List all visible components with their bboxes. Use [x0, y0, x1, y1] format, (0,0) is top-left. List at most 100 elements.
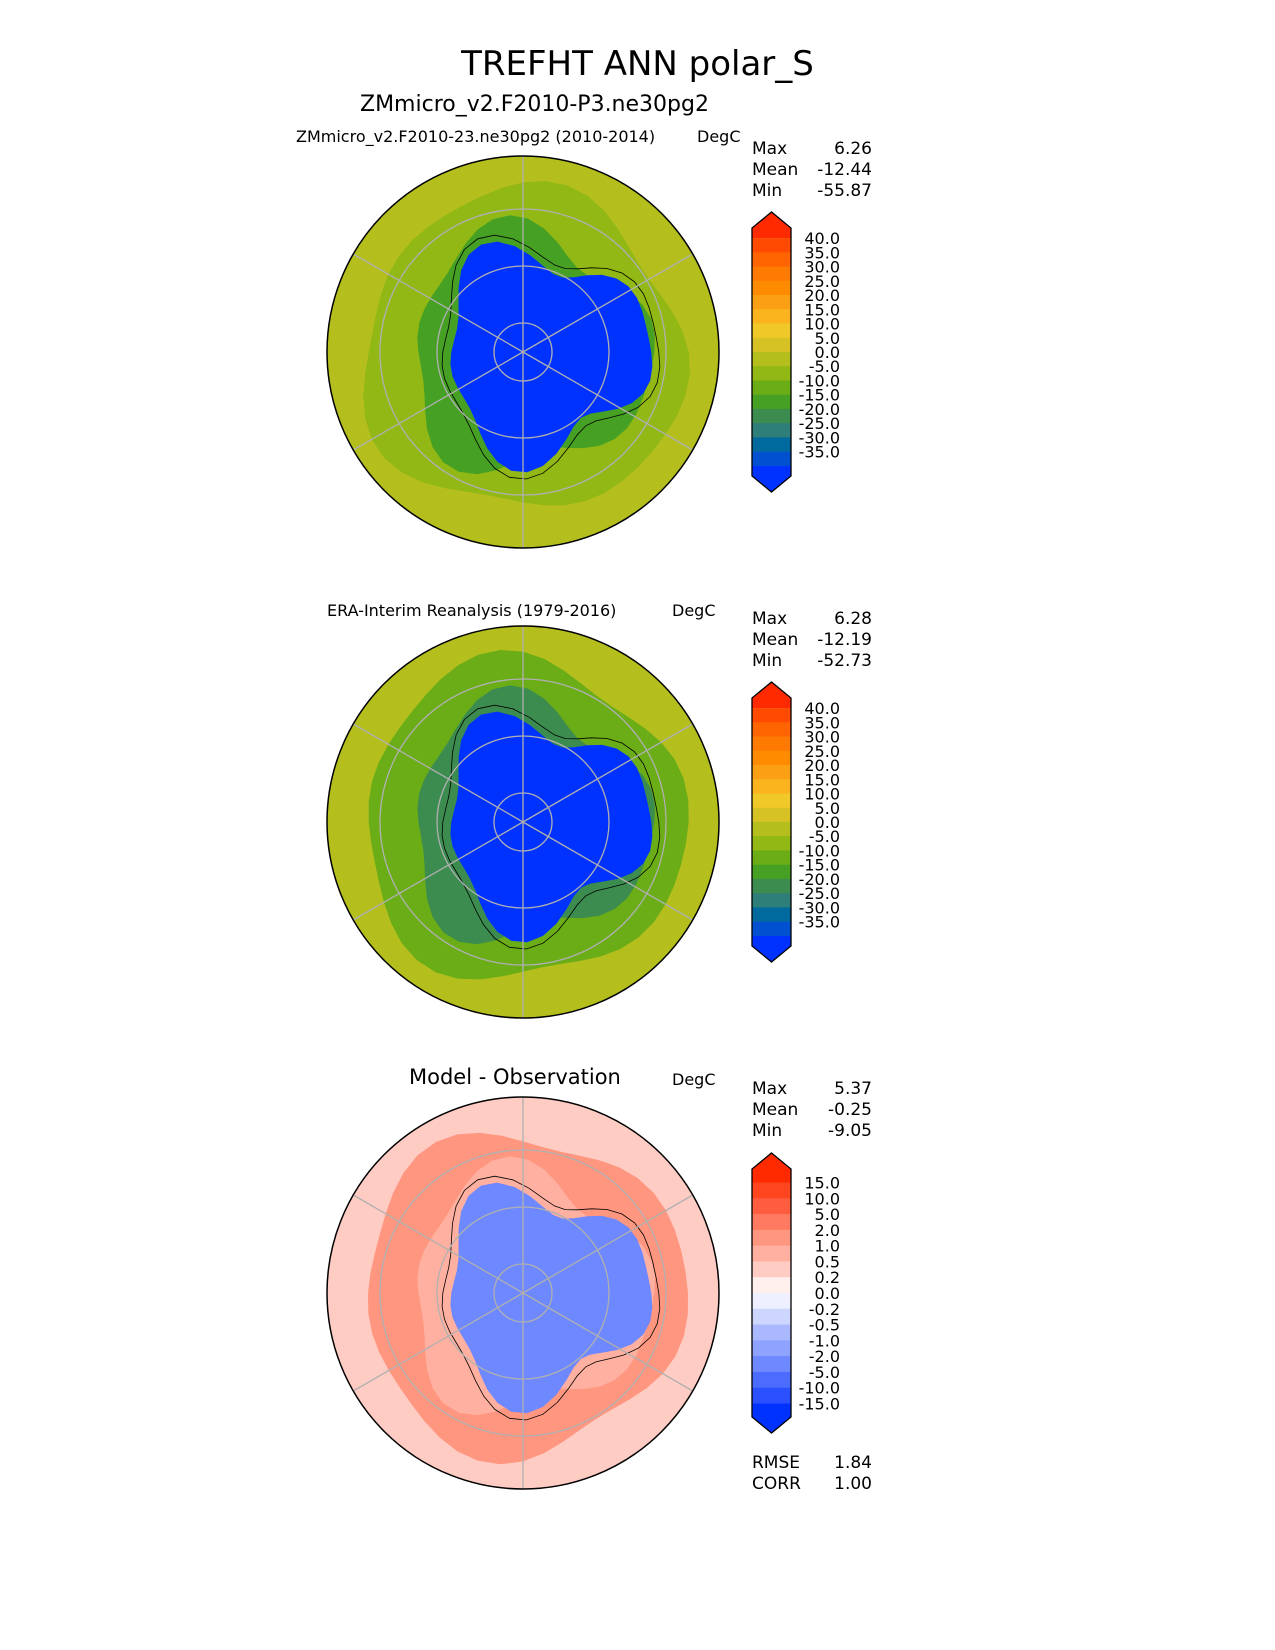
- stat-label: Mean: [752, 160, 799, 180]
- coastline: [441, 1175, 661, 1421]
- stats-panel-2: Max 6.28 Mean -12.19 Min -52.73: [752, 609, 872, 672]
- colorbar-tick-label: -20.0: [799, 400, 840, 419]
- colorbar-bin: [752, 708, 791, 723]
- colorbar-tick-label: -35.0: [799, 443, 840, 462]
- metrics-panel: RMSE 1.84 CORR 1.00: [752, 1453, 872, 1495]
- longitude-gridline: [522, 1194, 694, 1294]
- colorbar-tick-label: 10.0: [804, 785, 840, 804]
- colorbar-tick-label: -10.0: [799, 371, 840, 390]
- colorbar-bin: [752, 793, 791, 809]
- metric-label: CORR: [752, 1474, 801, 1494]
- colorbar-tick-label: -1.0: [809, 1331, 840, 1350]
- colorbar-bin: [752, 1340, 791, 1357]
- colorbar-tick-label: -5.0: [809, 827, 840, 846]
- colorbar-extend-bottom: [752, 935, 791, 962]
- colorbar-tick-label: 40.0: [804, 699, 840, 718]
- stat-label: Mean: [752, 1100, 799, 1120]
- colorbar-bin: [752, 252, 791, 268]
- colorbar-bin: [752, 1371, 791, 1389]
- colorbar-bin: [752, 423, 791, 438]
- panel1-subtitle: ZMmicro_v2.F2010-23.ne30pg2 (2010-2014): [296, 127, 656, 146]
- colorbar-bin: [752, 736, 791, 752]
- colorbar-bin: [752, 323, 791, 339]
- colorbar-bin: [752, 380, 791, 396]
- stat-value-min: -52.73: [817, 651, 872, 671]
- colorbar-tick-label: -30.0: [799, 428, 840, 447]
- longitude-gridline: [352, 253, 524, 353]
- colorbar-bin: [752, 280, 791, 296]
- colorbar-tick-label: -0.2: [809, 1300, 840, 1319]
- stat-value-max: 6.26: [834, 139, 872, 159]
- longitude-gridline: [352, 351, 524, 451]
- panel3-title: Model - Observation: [409, 1065, 621, 1089]
- colorbar-bin: [752, 1214, 791, 1231]
- stat-value-max: 6.28: [834, 609, 872, 629]
- colorbar-tick-label: 10.0: [804, 1189, 840, 1208]
- stat-label: Min: [752, 181, 783, 201]
- colorbar-bin: [752, 907, 791, 923]
- colorbar-tick-label: -10.0: [799, 1379, 840, 1398]
- colorbar-bin: [752, 1293, 791, 1310]
- colorbar-bin: [752, 1356, 791, 1373]
- colorbar-extend-bottom: [752, 1403, 791, 1433]
- colorbar-tick-label: -2.0: [809, 1347, 840, 1366]
- colorbar-bin: [752, 878, 791, 894]
- colorbar-tick-label: 35.0: [804, 713, 840, 732]
- colorbar-bin: [752, 337, 791, 353]
- colorbar-bin: [752, 408, 791, 424]
- colorbar-bin: [752, 1387, 791, 1405]
- metric-value-corr: 1.00: [834, 1474, 872, 1494]
- colorbar-tick-label: -15.0: [799, 1395, 840, 1414]
- colorbar-bin: [752, 238, 791, 253]
- colorbar-bin: [752, 451, 791, 467]
- colorbar-bin: [752, 765, 791, 780]
- colorbar-bin: [752, 1229, 791, 1247]
- colorbar-tick-label: 25.0: [804, 272, 840, 291]
- colorbar-outline: [751, 1152, 792, 1434]
- colorbar-tick-label: -30.0: [799, 898, 840, 917]
- colorbar-tick-label: 20.0: [804, 756, 840, 775]
- colorbar-tick-label: 25.0: [804, 742, 840, 761]
- colorbar-tick-label: -15.0: [799, 856, 840, 875]
- colorbar-bin: [752, 822, 791, 837]
- colorbar-tick-label: 0.5: [815, 1252, 840, 1271]
- colorbar-bin: [752, 921, 791, 937]
- map-boundary: [326, 1096, 720, 1490]
- colorbar-tick-label: 35.0: [804, 243, 840, 262]
- stat-value-mean: -12.44: [817, 160, 872, 180]
- stat-value-min: -9.05: [828, 1121, 872, 1141]
- coastline: [441, 234, 661, 480]
- colorbar-bin: [752, 352, 791, 367]
- colorbar-tick-label: 0.0: [815, 813, 840, 832]
- colorbar-outline: [751, 681, 792, 963]
- stat-value-min: -55.87: [817, 181, 872, 201]
- map-1: [327, 156, 719, 548]
- colorbar-tick-label: 40.0: [804, 229, 840, 248]
- longitude-gridline: [352, 1194, 524, 1294]
- colorbar-extend-bottom: [752, 465, 791, 492]
- colorbar-tick-label: 20.0: [804, 286, 840, 305]
- colorbar-tick-label: 10.0: [804, 315, 840, 334]
- colorbar-tick-label: 15.0: [804, 300, 840, 319]
- colorbar-bin: [752, 1308, 791, 1326]
- colorbar-tick-label: -15.0: [799, 386, 840, 405]
- stat-label: Min: [752, 1121, 783, 1141]
- panel1-title: ZMmicro_v2.F2010-P3.ne30pg2: [360, 92, 709, 117]
- longitude-gridline: [352, 723, 524, 823]
- stat-label: Min: [752, 651, 783, 671]
- map-boundary: [326, 625, 720, 1019]
- figure-title: TREFHT ANN polar_S: [461, 44, 814, 84]
- colorbar-tick-label: -25.0: [799, 414, 840, 433]
- colorbar-bin: [752, 1245, 791, 1262]
- metric-value-rmse: 1.84: [834, 1453, 872, 1473]
- colorbar-extend-top: [752, 212, 791, 239]
- longitude-gridline: [352, 821, 524, 921]
- colorbar-bin: [752, 1261, 791, 1278]
- colorbar-bin: [752, 893, 791, 908]
- colorbar-tick-label: -0.5: [809, 1316, 840, 1335]
- colorbar-bin: [752, 864, 791, 880]
- colorbar-bin: [752, 437, 791, 453]
- colorbar-bin: [752, 722, 791, 738]
